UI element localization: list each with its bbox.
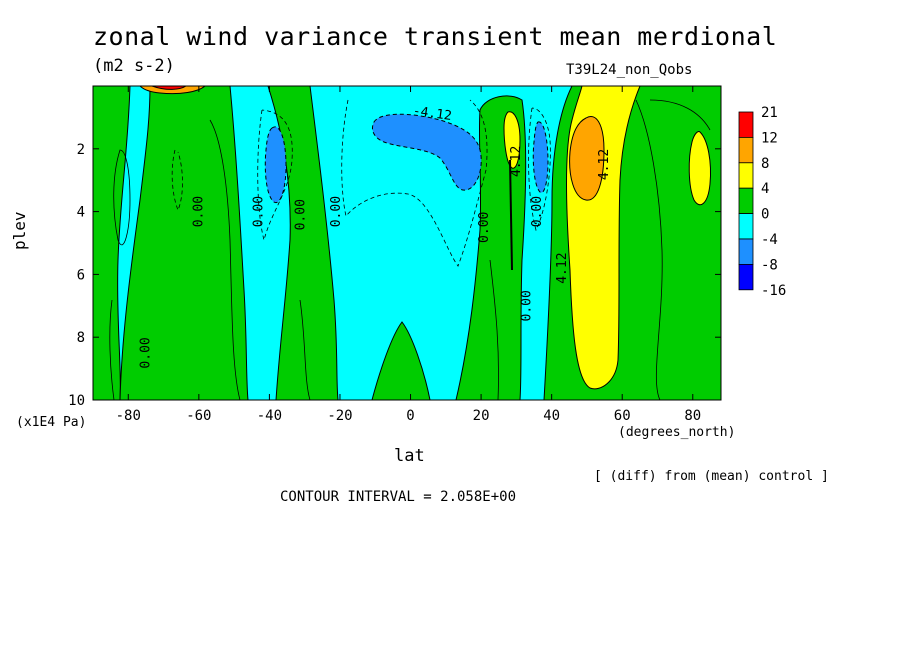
x-tick-label: 80 bbox=[684, 408, 701, 424]
y-axis: 2 4 6 8 10 bbox=[68, 142, 721, 409]
contour-line-dashed bbox=[528, 107, 551, 232]
colorbar-swatch bbox=[738, 213, 754, 240]
colorbar-label: -16 bbox=[761, 283, 786, 299]
colorbar-label: -8 bbox=[761, 257, 778, 273]
y-tick-label: 10 bbox=[68, 393, 85, 409]
x-tick-label: 20 bbox=[473, 408, 490, 424]
units-label: (m2 s-2) bbox=[93, 56, 175, 76]
colorbar-swatch bbox=[738, 136, 754, 164]
colorbar: 21 12 8 4 0 -4 -8 -16 bbox=[738, 105, 786, 299]
contour-label: -4.12 bbox=[412, 104, 453, 124]
contour-region-yellow-30n bbox=[503, 111, 521, 169]
x-axis-label: lat bbox=[394, 446, 425, 466]
x-tick-label: -40 bbox=[257, 408, 282, 424]
x-tick-label: -20 bbox=[327, 408, 352, 424]
colorbar-swatch bbox=[738, 111, 754, 138]
contour-label: 0.00 bbox=[477, 212, 492, 243]
contour-interval-label: CONTOUR INTERVAL = 2.058E+00 bbox=[280, 489, 517, 505]
contour-region-yellow-85n bbox=[688, 131, 711, 206]
contour-label: 0.00 bbox=[329, 196, 344, 227]
contour-label: 0.00 bbox=[191, 196, 206, 227]
contour-label: 0.00 bbox=[251, 196, 266, 227]
contour-line bbox=[649, 99, 711, 131]
colorbar-label: 12 bbox=[761, 130, 778, 146]
x-tick-label: -60 bbox=[186, 408, 211, 424]
chart-title: zonal wind variance transient mean merdi… bbox=[93, 22, 778, 51]
colorbar-label: 21 bbox=[761, 105, 778, 121]
x-tick-label: 60 bbox=[614, 408, 631, 424]
y-tick-label: 4 bbox=[77, 205, 85, 221]
contour-line bbox=[489, 259, 499, 400]
contour-line-thick bbox=[509, 159, 513, 271]
experiment-label: T39L24_non_Qobs bbox=[566, 62, 693, 78]
contour-region-green-equator bbox=[371, 321, 431, 400]
y-axis-label: plev bbox=[10, 211, 29, 250]
contour-line-dashed bbox=[341, 99, 488, 267]
y-tick-label: 2 bbox=[77, 142, 85, 158]
contour-labels: 0.00 0.00 0.00 0.00 0.00 -4.12 0.00 4.12 0.00 0.0… bbox=[138, 104, 612, 369]
colorbar-label: 8 bbox=[761, 156, 769, 172]
contour-region-green-25n bbox=[455, 95, 527, 400]
y-axis-units: (x1E4 Pa) bbox=[16, 415, 87, 430]
contour-region-green-south-edge bbox=[93, 86, 131, 400]
contour-region-orange-core bbox=[569, 116, 605, 201]
contour-region-green-30s bbox=[267, 86, 339, 400]
colorbar-label: 4 bbox=[761, 181, 769, 197]
y-tick-label: 8 bbox=[77, 330, 85, 346]
contour-region-blue-37s bbox=[264, 126, 287, 204]
contour-lines bbox=[109, 99, 711, 400]
contour-label: 4.12 bbox=[509, 146, 524, 177]
contour-region-green-60s bbox=[119, 86, 249, 400]
contour-label: 4.12 bbox=[597, 149, 612, 180]
contour-line bbox=[299, 299, 311, 400]
diff-note: [ (diff) from (mean) control ] bbox=[594, 469, 829, 484]
x-axis: -80 -60 -40 -20 0 20 40 60 80 bbox=[116, 86, 701, 424]
contour-fill-layer bbox=[93, 86, 721, 400]
plot-frame bbox=[92, 85, 722, 401]
y-tick-label: 6 bbox=[77, 267, 85, 283]
x-tick-label: -80 bbox=[116, 408, 141, 424]
contour-label: 0.00 bbox=[138, 337, 153, 368]
contour-line bbox=[635, 99, 663, 400]
colorbar-label: 0 bbox=[761, 207, 769, 223]
dashed-contours bbox=[171, 99, 551, 267]
contour-label: 4.12 bbox=[555, 252, 570, 283]
contour-label: 0.00 bbox=[519, 290, 534, 321]
contour-region-blue-equator bbox=[371, 113, 482, 191]
x-axis-units: (degrees_north) bbox=[618, 425, 736, 440]
colorbar-swatch bbox=[738, 238, 754, 265]
colorbar-swatch bbox=[738, 263, 754, 291]
colorbar-label: -4 bbox=[761, 232, 778, 248]
contour-label: 0.00 bbox=[294, 199, 309, 230]
contour-region-blue-36n bbox=[532, 121, 549, 194]
x-tick-label: 0 bbox=[406, 408, 414, 424]
colorbar-swatch bbox=[738, 187, 754, 214]
contour-line bbox=[113, 149, 131, 246]
colorbar-swatch bbox=[738, 162, 754, 189]
contour-label: 0.00 bbox=[530, 196, 545, 227]
contour-line bbox=[109, 299, 115, 400]
x-tick-label: 40 bbox=[543, 408, 560, 424]
contour-line-dashed bbox=[257, 109, 293, 242]
contour-line bbox=[209, 119, 241, 400]
